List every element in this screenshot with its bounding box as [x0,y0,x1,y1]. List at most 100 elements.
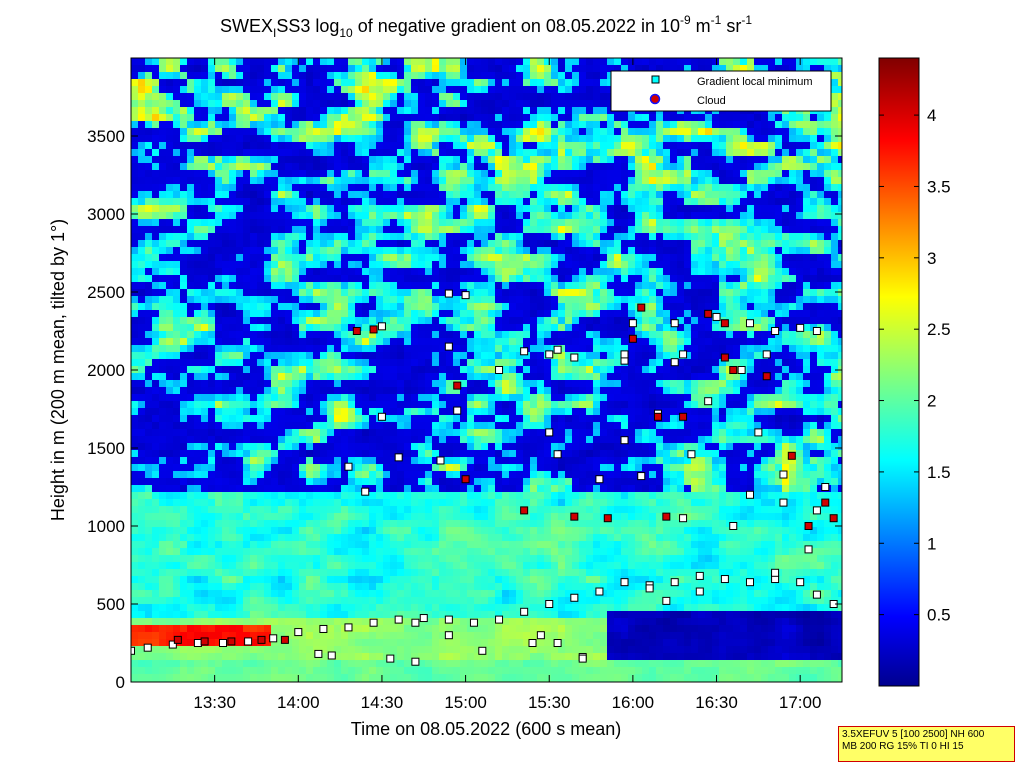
cloud-marker [280,635,289,644]
gradient-minimum-marker [314,649,323,658]
gradient-minimum-marker [444,631,453,640]
y-tick-label: 1000 [87,517,125,536]
cloud-marker [453,381,462,390]
gradient-minimum-marker [553,345,562,354]
gradient-minimum-marker [219,639,228,647]
gradient-minimum-marker [812,506,821,515]
gradient-minimum-marker [461,291,470,300]
gradient-minimum-marker [628,319,637,328]
colorbar-tick-label: 3 [927,249,936,268]
marker-layer [131,289,838,666]
gradient-minimum-marker [712,312,721,321]
y-tick-label: 2500 [87,283,125,302]
gradient-minimum-marker [745,490,754,499]
gradient-minimum-marker [377,412,386,421]
gradient-minimum-marker [436,456,445,465]
colorbar-tick-label: 2 [927,392,936,411]
colorbar-tick-label: 0.5 [927,606,951,625]
gradient-minimum-marker [812,590,821,599]
gradient-minimum-marker [595,587,604,596]
y-tick-label: 0 [116,673,125,692]
gradient-minimum-marker [495,615,504,624]
gradient-minimum-marker [244,637,253,646]
gradient-minimum-marker [545,428,554,437]
gradient-minimum-marker [327,651,336,660]
plot-area [131,58,842,682]
gradient-minimum-marker [369,618,378,627]
cloud-marker [787,451,796,460]
gradient-minimum-marker [528,639,537,647]
colorbar-tick-label: 1 [927,534,936,553]
gradient-minimum-marker [536,631,545,640]
y-tick-label: 500 [97,595,125,614]
gradient-minimum-marker [804,545,813,554]
legend-marker-gradient-minimum [651,75,660,84]
x-tick-label: 15:00 [444,693,487,712]
gradient-minimum-marker [729,522,738,530]
cloud-marker [200,637,209,646]
gradient-minimum-marker [570,353,579,362]
gradient-minimum-marker [361,487,370,496]
gradient-minimum-marker [796,578,805,587]
gradient-minimum-marker [344,462,353,471]
cloud-marker [628,334,637,343]
colorbar-tick-label: 4 [927,106,936,125]
gradient-minimum-marker [294,628,303,637]
gradient-minimum-marker [679,350,688,359]
x-tick-label: 14:30 [361,693,404,712]
gradient-minimum-marker [745,578,754,587]
colorbar-tick-label: 2.5 [927,320,951,339]
gradient-minimum-marker [695,587,704,596]
gradient-minimum-marker [394,453,403,462]
colorbar-tick-label: 1.5 [927,463,951,482]
gradient-minimum-marker [620,350,629,359]
gradient-minimum-marker [553,450,562,459]
legend: Gradient local minimum Cloud [610,70,832,112]
cloud-marker [603,514,612,523]
gradient-minimum-marker [754,428,763,437]
gradient-minimum-marker [620,578,629,587]
gradient-minimum-marker [377,322,386,331]
parameter-info-box: 3.5XEFUV 5 [100 2500] NH 600 MB 200 RG 1… [838,726,1015,762]
gradient-minimum-marker [595,475,604,484]
cloud-marker [173,635,182,644]
gradient-minimum-marker [687,450,696,459]
cloud-marker [352,327,361,335]
gradient-minimum-marker [469,618,478,627]
info-line-2: MB 200 RG 15% TI 0 HI 15 [842,741,964,752]
gradient-minimum-marker [168,640,177,649]
gradient-minimum-marker [444,289,453,298]
cloud-marker [369,325,378,334]
gradient-minimum-marker [720,575,729,584]
gradient-minimum-marker [679,514,688,523]
gradient-minimum-marker [193,639,202,647]
gradient-minimum-marker [670,578,679,587]
cloud-marker [804,522,813,530]
x-tick-label: 16:00 [612,693,655,712]
gradient-minimum-marker [779,498,788,507]
cloud-marker [704,309,713,318]
gradient-minimum-marker [704,397,713,406]
chart-title: SWEXISS3 log10 of negative gradient on 0… [220,13,752,40]
gradient-minimum-marker [570,593,579,602]
gradient-minimum-marker [444,615,453,624]
gradient-minimum-marker [637,472,646,481]
gradient-minimum-marker [411,618,420,627]
cloud-marker [821,498,830,507]
gradient-minimum-marker [762,350,771,359]
cloud-marker [570,512,579,521]
gradient-minimum-marker [771,568,780,577]
y-tick-label: 3000 [87,205,125,224]
gradient-minimum-marker [478,646,487,655]
cloud-marker [762,372,771,381]
gradient-minimum-marker [444,342,453,351]
gradient-minimum-marker [779,470,788,479]
x-tick-label: 14:00 [277,693,320,712]
cloud-marker [829,514,838,523]
gradient-minimum-marker [453,406,462,415]
gradient-minimum-marker [553,639,562,647]
cloud-marker [653,412,662,421]
gradient-minimum-marker [578,654,587,663]
gradient-minimum-marker [419,614,428,623]
gradient-minimum-marker [670,358,679,367]
